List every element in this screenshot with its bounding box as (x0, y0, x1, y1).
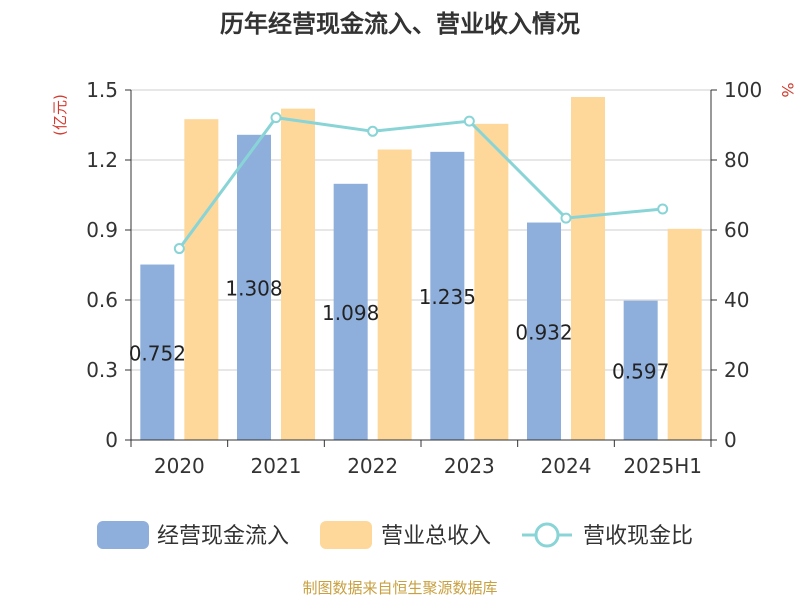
legend-label-revenue: 营业总收入 (381, 524, 491, 549)
x-tick-label: 2023 (444, 454, 495, 478)
bar-total-revenue (281, 108, 315, 441)
bar-total-revenue (184, 119, 219, 441)
source-note: 制图数据来自恒生聚源数据库 (302, 579, 497, 597)
legend-swatch-revenue (320, 521, 372, 549)
bar-cash-inflow (430, 151, 465, 441)
ratio-point (560, 212, 572, 224)
bar-cash-inflow (237, 134, 271, 441)
y2-tick-label: 60 (724, 218, 749, 242)
y-tick-label: 1.5 (86, 78, 118, 102)
bar-cash-inflow (623, 300, 658, 440)
line-layer (173, 112, 669, 255)
y-tick-label: 0.6 (86, 288, 118, 312)
legend: 经营现金流入 营业总收入 营收现金比 (97, 521, 693, 549)
x-tick-label: 2020 (154, 454, 205, 478)
legend-marker-ratio (534, 522, 560, 548)
bar-cash-inflow (527, 222, 561, 440)
legend-label-cash: 经营现金流入 (157, 524, 289, 549)
data-label-cash-inflow: 1.098 (322, 301, 379, 325)
data-label-cash-inflow: 0.597 (612, 359, 669, 383)
data-label-cash-inflow: 1.308 (225, 276, 282, 300)
legend-swatch-cash (97, 521, 149, 549)
data-label-cash-inflow: 1.235 (419, 285, 476, 309)
bar-cash-inflow (333, 183, 368, 441)
ratio-point (657, 203, 669, 215)
y-tick-label: 0.9 (86, 218, 118, 242)
x-tick-label: 2024 (541, 454, 592, 478)
ratio-point (463, 115, 475, 127)
ratio-point (270, 112, 282, 124)
x-tick-label: 2021 (251, 454, 302, 478)
bar-layer (140, 97, 702, 441)
legend-label-ratio: 营收现金比 (583, 524, 693, 549)
chart-title: 历年经营现金流入、营业收入情况 (220, 10, 580, 38)
y-axis-label: (亿元) (51, 94, 69, 136)
label-layer: 0.752 1.308 1.098 1.235 0.932 0.597 (129, 276, 670, 383)
data-label-cash-inflow: 0.752 (129, 341, 186, 365)
bar-cash-inflow (140, 264, 175, 440)
y2-axis-label: % (778, 82, 797, 97)
ratio-point (367, 125, 379, 137)
bar-total-revenue (667, 228, 702, 440)
bar-total-revenue (571, 97, 605, 440)
y-tick-label: 0 (105, 428, 118, 452)
y2-tick-label: 20 (724, 358, 749, 382)
ratio-line (178, 116, 663, 250)
y2-tick-label: 0 (724, 428, 737, 452)
grid-layer (131, 89, 711, 371)
x-tick-label: 2022 (347, 454, 398, 478)
ratio-point (173, 243, 185, 255)
y2-tick-label: 40 (724, 288, 749, 312)
bar-total-revenue (474, 123, 509, 440)
data-label-cash-inflow: 0.932 (515, 320, 572, 344)
y-tick-label: 1.2 (86, 148, 118, 172)
x-tick-label: 2025H1 (623, 454, 702, 478)
axis-layer: 0 0.3 0.6 0.9 1.2 1.5 0 20 40 60 80 100 2020 2021 2022… (86, 78, 762, 478)
y2-tick-label: 80 (724, 148, 749, 172)
y-tick-label: 0.3 (86, 358, 118, 382)
bar-total-revenue (377, 149, 412, 440)
y2-tick-label: 100 (724, 78, 762, 102)
